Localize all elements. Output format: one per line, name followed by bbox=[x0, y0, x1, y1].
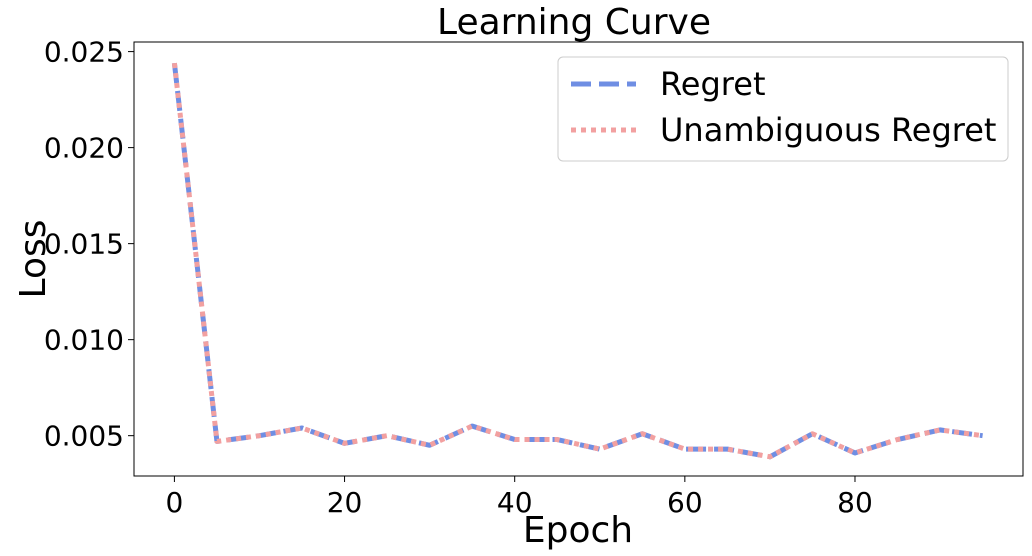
legend-box bbox=[557, 56, 1009, 162]
legend-entry-unambiguous-regret: Unambiguous Regret bbox=[571, 111, 996, 149]
legend-entry-regret: Regret bbox=[571, 65, 765, 103]
chart-title: Learning Curve bbox=[437, 2, 711, 43]
y-tick-label: 0.015 bbox=[44, 228, 124, 261]
x-tick-label: 40 bbox=[497, 486, 533, 519]
x-tick-label: 0 bbox=[165, 486, 183, 519]
plot-frame bbox=[133, 41, 1024, 477]
series-layer bbox=[171, 62, 983, 460]
y-tick-label: 0.010 bbox=[44, 324, 124, 357]
regret-line bbox=[171, 62, 983, 460]
x-tick-label: 20 bbox=[327, 486, 363, 519]
legend: Regret Unambiguous Regret bbox=[557, 56, 1009, 162]
legend-label: Unambiguous Regret bbox=[660, 111, 996, 149]
y-tick-label: 0.025 bbox=[44, 36, 124, 69]
x-tick-label: 60 bbox=[667, 486, 703, 519]
y-axis: 0.005 0.010 0.015 0.020 0.025 bbox=[44, 36, 134, 453]
x-axis: 0 20 40 60 80 bbox=[165, 476, 873, 519]
x-axis-label: Epoch bbox=[523, 510, 633, 551]
y-axis-label: Loss bbox=[13, 220, 54, 299]
legend-label: Regret bbox=[660, 65, 765, 103]
y-tick-label: 0.005 bbox=[44, 420, 124, 453]
unambiguous-regret-line bbox=[171, 62, 983, 460]
y-tick-label: 0.020 bbox=[44, 132, 124, 165]
x-tick-label: 80 bbox=[837, 486, 873, 519]
